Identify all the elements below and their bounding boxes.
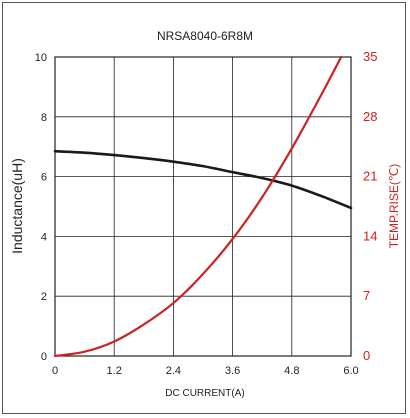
y-right-tick-label: 21	[363, 169, 377, 184]
inductance-line	[53, 149, 353, 210]
y-right-tick-label: 28	[363, 109, 377, 124]
y-left-tick-label: 4	[41, 231, 47, 243]
tick-labels: 0 1.2 2.4 3.6 4.8 6.0 0 2 4 6 8 10 0 7 14 21 28 35	[35, 49, 378, 377]
y-axis-label-left: Inductance(uH)	[9, 158, 25, 254]
plot-border	[54, 56, 352, 357]
y-right-tick-label: 7	[363, 288, 370, 303]
x-tick-label: 3.6	[225, 365, 240, 377]
y-axis-label-right: TEMP.RISE(℃)	[387, 164, 401, 249]
x-tick-label: 1.2	[107, 365, 122, 377]
y-left-tick-label: 6	[41, 172, 47, 184]
grid	[54, 56, 352, 357]
x-axis-label: DC CURRENT(A)	[165, 388, 244, 399]
chart-title: NRSA8040-6R8M	[157, 29, 253, 43]
chart-frame	[2, 2, 406, 414]
x-tick-label: 2.4	[166, 365, 181, 377]
y-left-tick-label: 10	[35, 52, 47, 64]
y-right-tick-label: 35	[363, 49, 377, 64]
y-right-tick-label: 0	[363, 348, 370, 363]
y-right-tick-label: 14	[363, 228, 377, 243]
x-tick-label: 6.0	[343, 365, 358, 377]
x-tick-label: 4.8	[284, 365, 299, 377]
y-left-tick-label: 0	[41, 351, 47, 363]
series	[53, 55, 353, 358]
x-tick-label: 0	[52, 365, 58, 377]
y-left-tick-label: 8	[41, 112, 47, 124]
y-left-tick-label: 2	[41, 291, 47, 303]
temp-rise-line	[53, 55, 343, 358]
